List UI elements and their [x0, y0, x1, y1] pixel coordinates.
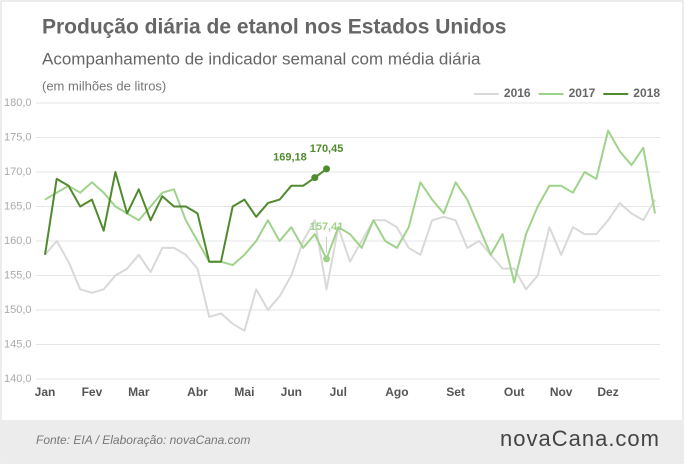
y-tick-label: 175,0: [4, 131, 32, 143]
line-2016: [44, 199, 656, 332]
legend-label: 2017: [569, 86, 596, 100]
value-label: 170,45: [310, 143, 344, 155]
y-tick-label: 140,0: [4, 373, 32, 385]
value-label: 169,18: [273, 152, 307, 164]
x-tick-label: Mai: [234, 385, 254, 399]
x-tick-label: Jun: [281, 385, 302, 399]
legend-label: 2018: [633, 86, 660, 100]
legend-label: 2016: [504, 86, 531, 100]
x-tick-label: Fev: [82, 385, 103, 399]
y-tick-label: 180,0: [4, 97, 32, 109]
y-tick-label: 165,0: [4, 200, 32, 212]
x-tick-label: Nov: [550, 385, 573, 399]
line-2018: [44, 168, 328, 263]
highlight-marker: [323, 255, 331, 263]
y-tick-label: 160,0: [4, 235, 32, 247]
x-tick-label: Jul: [330, 385, 347, 399]
x-tick-label: Mar: [128, 385, 150, 399]
highlight-marker: [323, 165, 331, 173]
x-tick-label: Jan: [35, 385, 56, 399]
chart-title: Produção diária de etanol nos Estados Un…: [42, 16, 506, 39]
y-tick-label: 150,0: [4, 304, 32, 316]
source: Fonte: EIA / Elaboração: novaCana.com: [36, 433, 250, 447]
x-tick-label: Out: [504, 385, 525, 399]
highlight-marker: [311, 174, 319, 182]
y-tick-label: 145,0: [4, 338, 32, 350]
x-tick-label: Dez: [597, 385, 618, 399]
x-tick-label: Ago: [385, 385, 408, 399]
y-tick-label: 155,0: [4, 269, 32, 281]
value-label: 157,41: [310, 221, 344, 233]
x-tick-label: Set: [446, 385, 465, 399]
logo: novaCana.com: [500, 426, 660, 451]
y-tick-label: 170,0: [4, 166, 32, 178]
chart-subtitle: Acompanhamento de indicador semanal com …: [42, 49, 481, 68]
y-label: (em milhões de litros): [42, 78, 166, 93]
x-tick-label: Abr: [187, 385, 208, 399]
footer: [1, 420, 683, 463]
